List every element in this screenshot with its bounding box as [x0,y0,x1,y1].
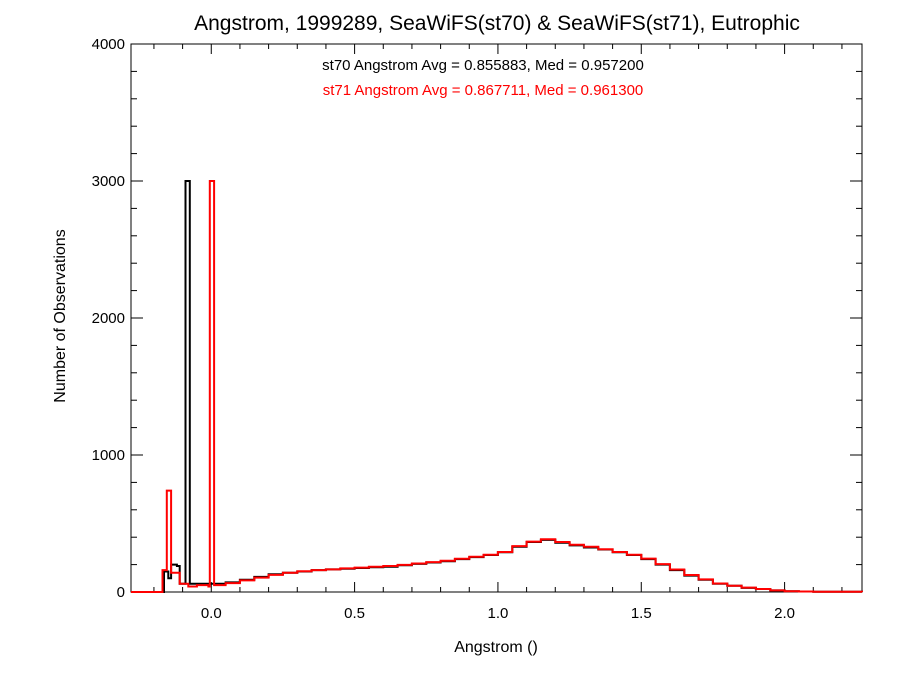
plot-frame [130,43,863,593]
y-tick-label: 1000 [92,447,125,464]
x-tick-label: 0.5 [344,605,365,622]
y-tick-label: 3000 [92,173,125,190]
x-tick-label: 1.5 [631,605,652,622]
series-line-st71 [131,180,863,593]
y-axis-ticks: 0 1000 2000 3000 4000 [92,36,862,601]
x-tick-label: 0.0 [201,605,222,622]
annotation-st70: st70 Angstrom Avg = 0.855883, Med = 0.95… [322,57,644,74]
annotation-st71: st71 Angstrom Avg = 0.867711, Med = 0.96… [323,82,644,99]
y-tick-label: 0 [117,584,125,601]
x-tick-label: 1.0 [488,605,509,622]
y-axis-label: Number of Observations [52,229,69,402]
series-layer [131,180,863,593]
x-tick-label: 2.0 [774,605,795,622]
x-axis-ticks: 0.0 0.5 1.0 1.5 2.0 [153,44,843,622]
y-tick-label: 2000 [92,310,125,327]
chart-title: Angstrom, 1999289, SeaWiFS(st70) & SeaWi… [194,12,800,35]
x-axis-label: Angstrom () [454,639,538,656]
series-line-st70 [131,180,863,593]
y-tick-label: 4000 [92,36,125,53]
